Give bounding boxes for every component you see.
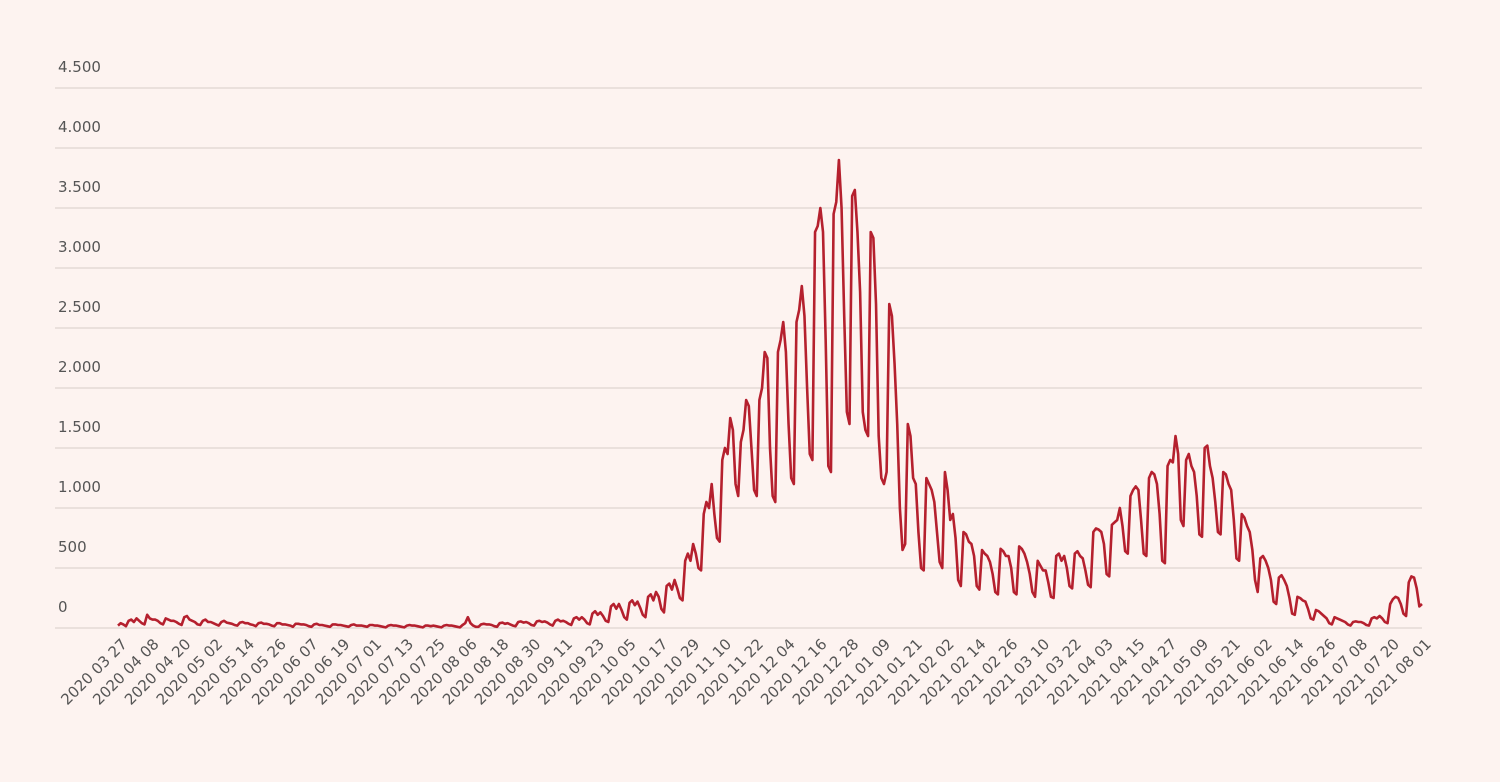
y-tick-label: 3.500 — [58, 178, 101, 196]
y-tick-label: 4.000 — [58, 118, 101, 136]
data-line — [117, 158, 1423, 629]
y-tick-label: 2.000 — [58, 358, 101, 376]
y-tick-label: 4.500 — [58, 58, 101, 76]
y-tick-label: 1.500 — [58, 418, 101, 436]
y-tick-label: 3.000 — [58, 238, 101, 256]
y-tick-label: 2.500 — [58, 298, 101, 316]
y-tick-label: 1.000 — [58, 478, 101, 496]
y-tick-label: 0 — [58, 598, 68, 616]
y-tick-label: 500 — [58, 538, 87, 556]
